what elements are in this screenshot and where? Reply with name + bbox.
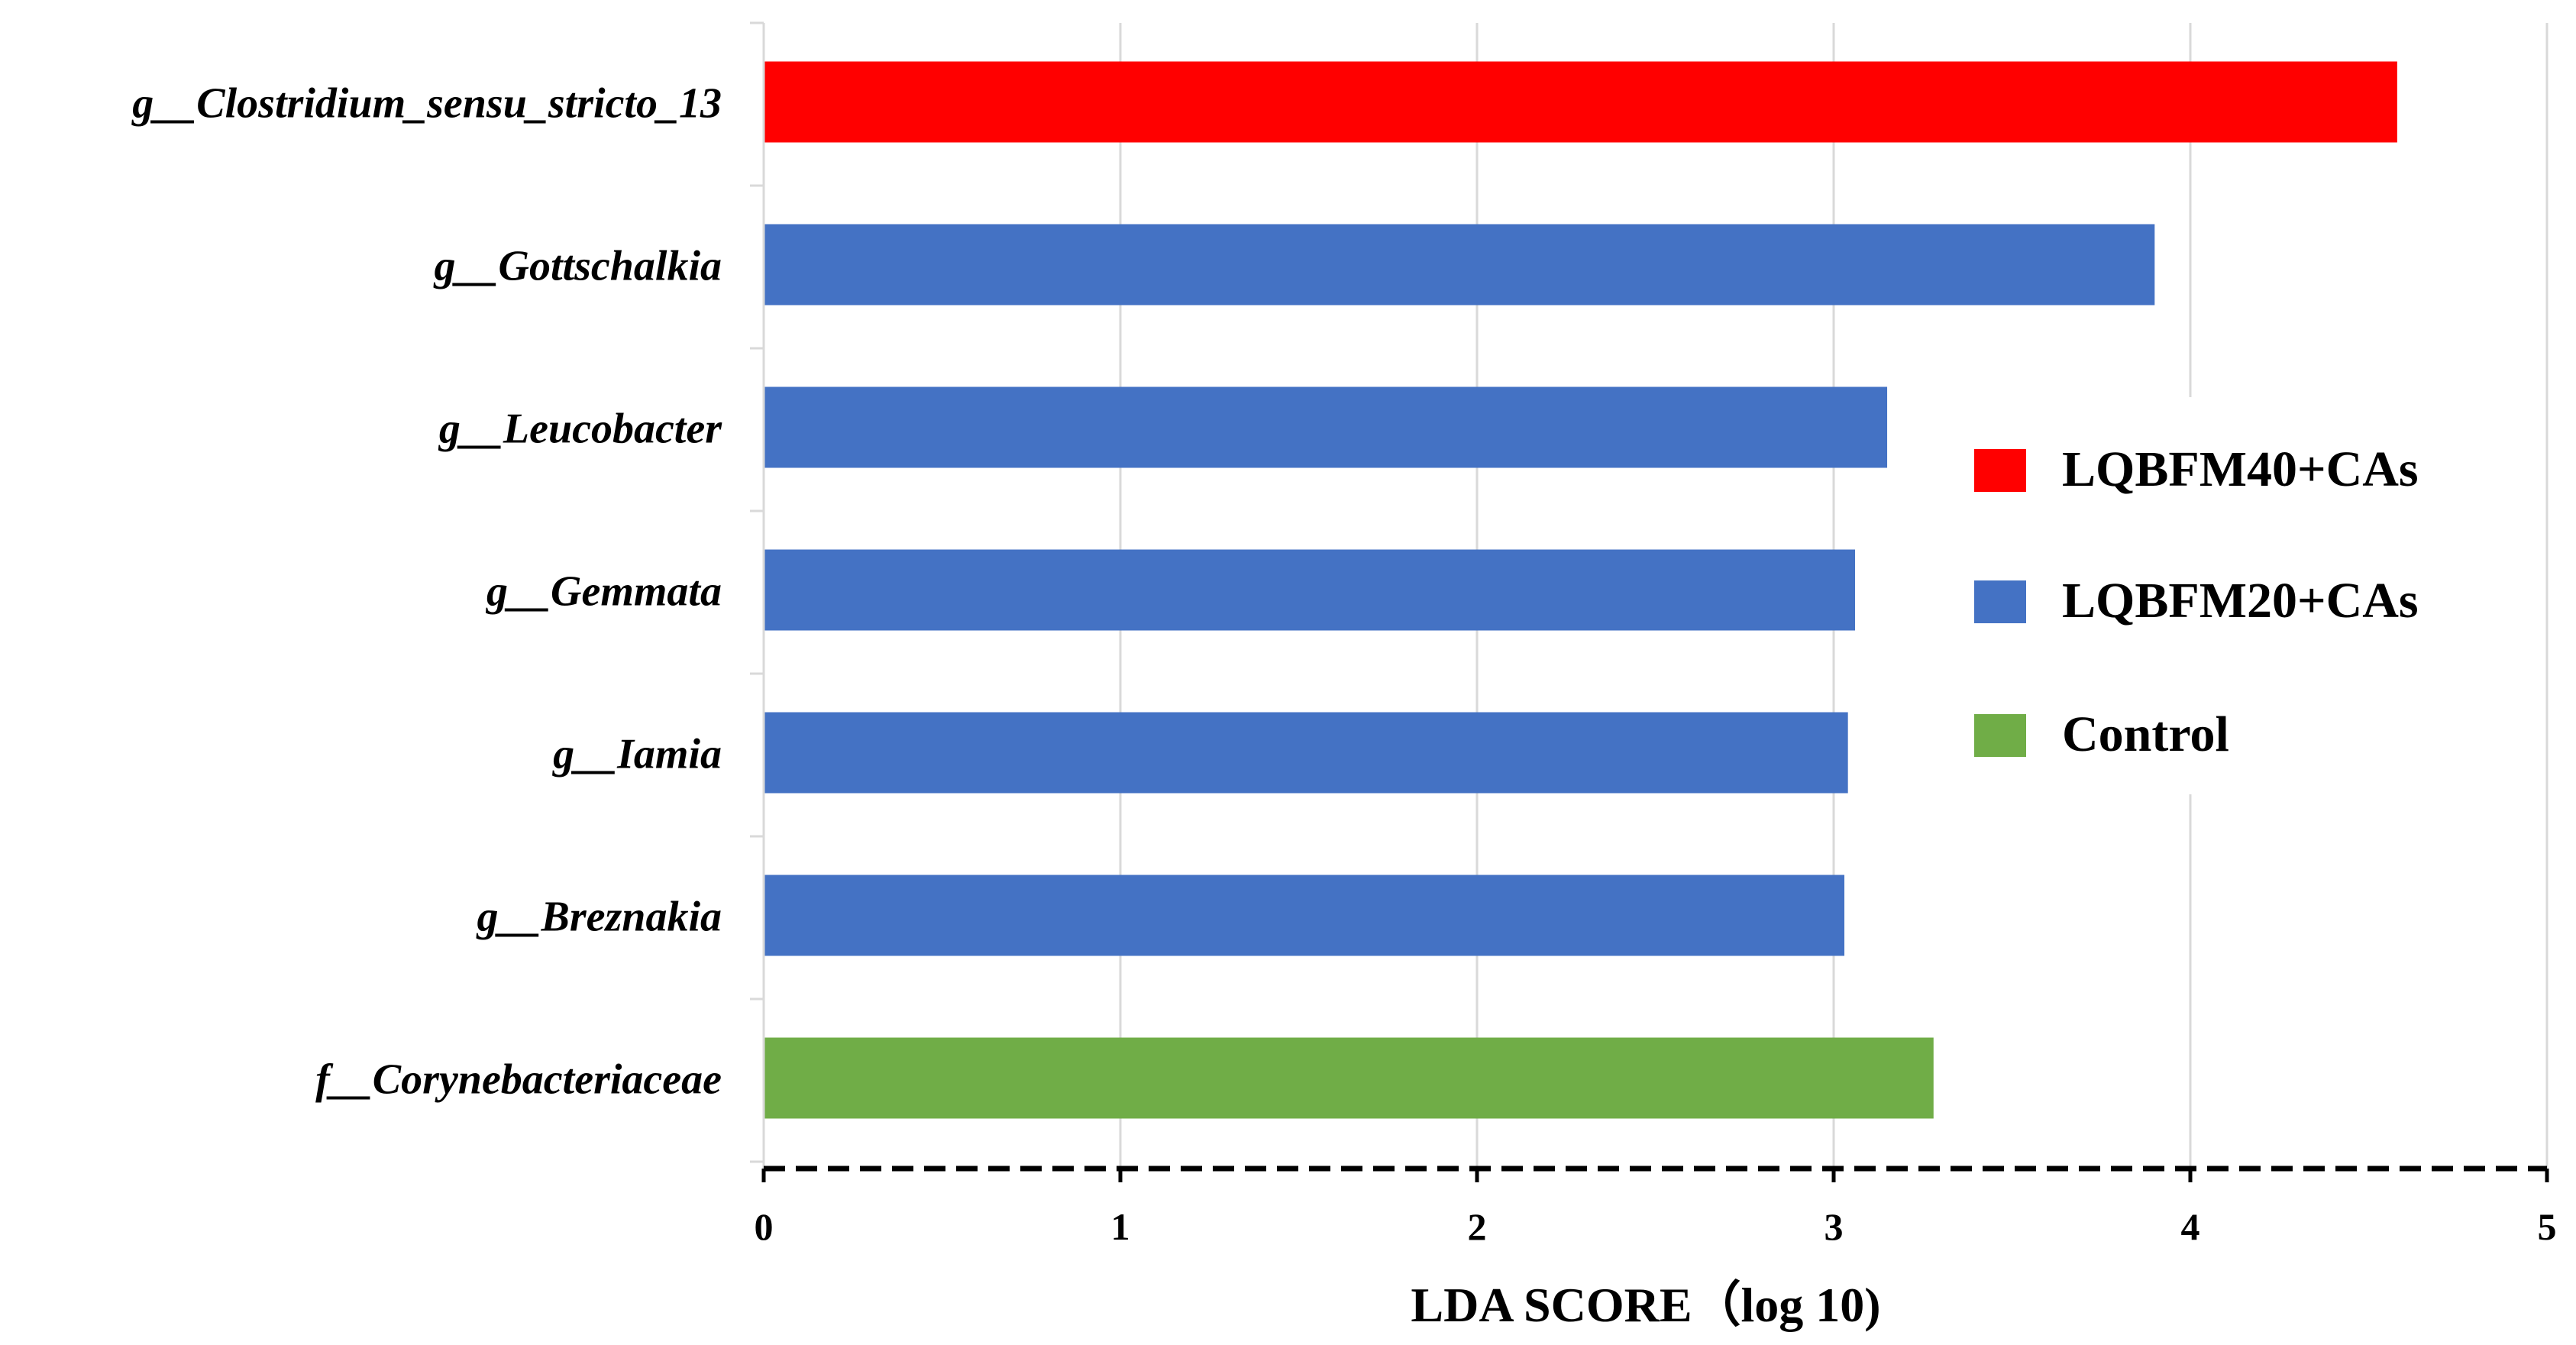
x-tick-label: 5 <box>2538 1205 2557 1248</box>
bar <box>764 386 1888 468</box>
bar <box>764 61 2397 143</box>
legend-background <box>1955 397 2490 794</box>
x-tick-label: 1 <box>1111 1205 1130 1248</box>
category-label: g__Iamia <box>551 731 722 778</box>
x-axis: 0 1 2 3 4 5 <box>750 21 2557 1248</box>
x-axis-title: LDA SCORE（log 10) <box>1411 1278 1880 1332</box>
x-tick-label: 2 <box>1468 1205 1487 1248</box>
bars <box>764 61 2397 1119</box>
legend-swatch <box>1974 580 2026 623</box>
bar <box>764 875 1845 956</box>
legend: LQBFM40+CAs LQBFM20+CAs Control <box>1955 397 2490 794</box>
category-label: g__Breznakia <box>476 894 722 941</box>
legend-swatch <box>1974 449 2026 492</box>
category-label: f__Corynebacteriaceae <box>315 1056 722 1104</box>
bar <box>764 224 2155 306</box>
category-label: g__Gottschalkia <box>433 243 722 290</box>
x-tick-label: 0 <box>755 1205 774 1248</box>
legend-label: Control <box>2062 706 2229 762</box>
category-label: g__Gemmata <box>485 568 722 616</box>
bar <box>764 1037 1934 1119</box>
bar <box>764 712 1848 794</box>
legend-label: LQBFM40+CAs <box>2062 441 2419 497</box>
legend-label: LQBFM20+CAs <box>2062 573 2419 629</box>
legend-swatch <box>1974 714 2026 757</box>
x-tick-label: 4 <box>2181 1205 2200 1248</box>
bar <box>764 549 1856 631</box>
category-label: g__Clostridium_sensu_stricto_13 <box>131 80 722 128</box>
category-labels: g__Clostridium_sensu_stricto_13 g__Gottsc… <box>131 80 722 1104</box>
category-label: g__Leucobacter <box>438 406 722 453</box>
x-tick-label: 3 <box>1825 1205 1844 1248</box>
